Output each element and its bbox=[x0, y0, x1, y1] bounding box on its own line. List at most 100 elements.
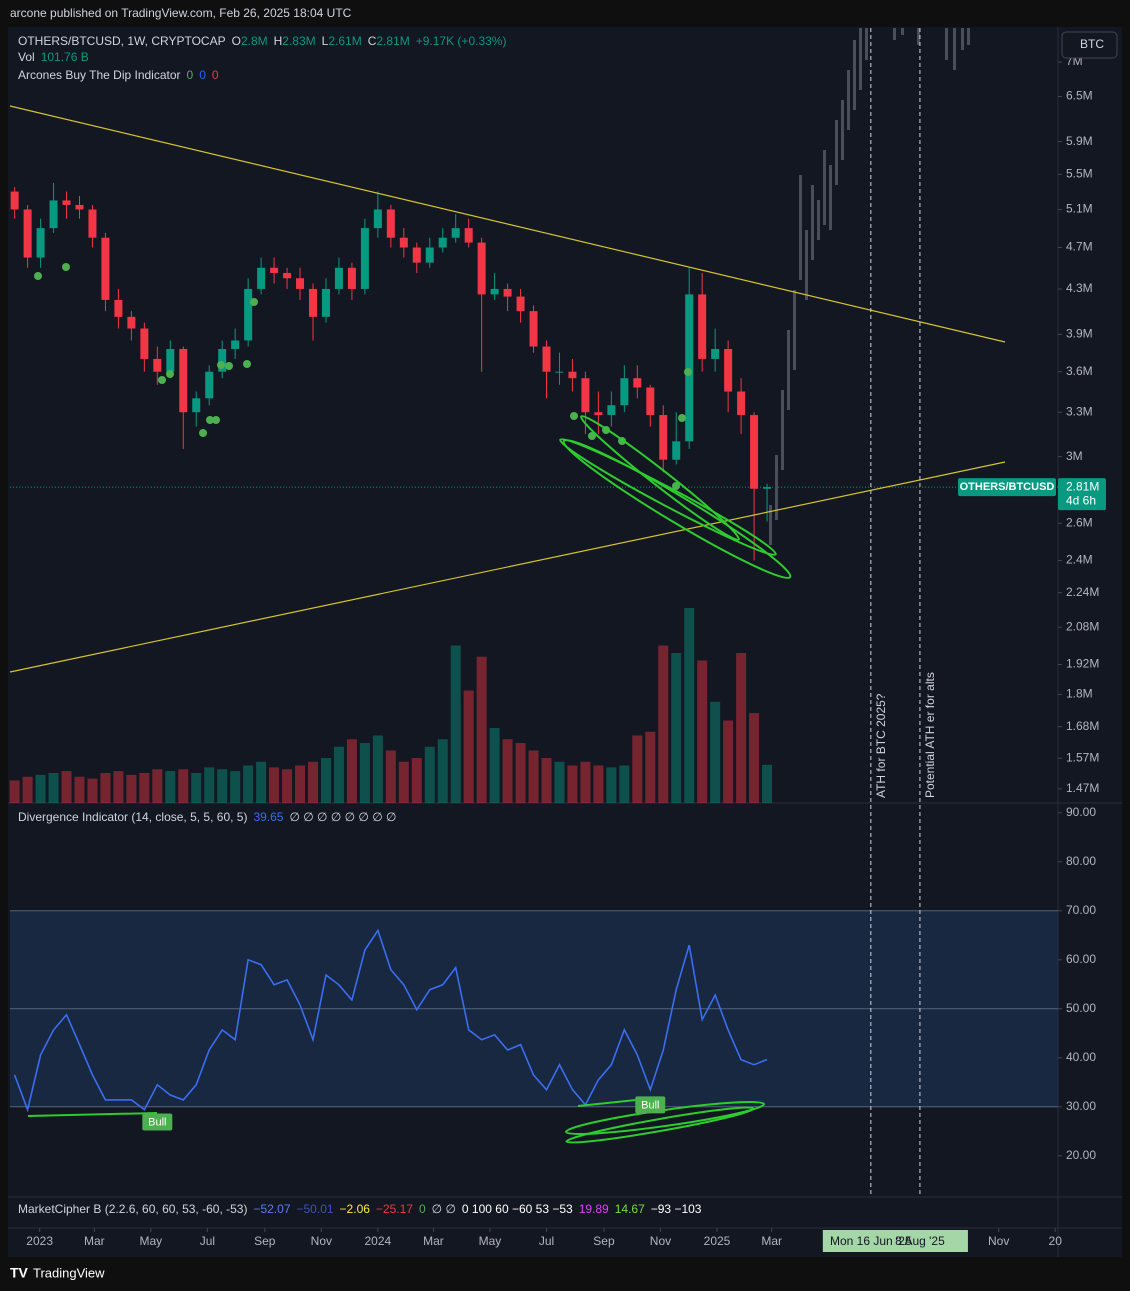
candle-body bbox=[283, 272, 292, 279]
y-tick-label: 5.5M bbox=[1066, 166, 1093, 180]
brand: TradingView bbox=[33, 1265, 105, 1280]
y-tick-label: 2.08M bbox=[1066, 619, 1099, 633]
legend-item: OTHERS/BTCUSD, 1W, CRYPTOCAP bbox=[18, 34, 226, 48]
x-tick-label: 2023 bbox=[26, 1234, 53, 1248]
candle-body bbox=[581, 378, 590, 413]
x-tick-label: Nov bbox=[311, 1234, 332, 1248]
legend-item: −93 −103 bbox=[651, 1202, 702, 1216]
volume-bar bbox=[191, 773, 202, 803]
marker-note: Potential ATH er for alts bbox=[923, 672, 937, 798]
volume-bar bbox=[632, 735, 643, 803]
trend-line bbox=[9, 461, 1006, 673]
x-tick-label: 20 bbox=[1049, 1234, 1063, 1248]
volume-bar bbox=[320, 758, 331, 803]
candle-body bbox=[503, 288, 512, 297]
candle-body bbox=[438, 237, 447, 248]
candle-body bbox=[101, 237, 110, 300]
signal-label: Bull bbox=[148, 1116, 166, 1128]
candle-body bbox=[620, 378, 629, 406]
candle-body bbox=[633, 378, 642, 388]
y-tick-label: 2.4M bbox=[1066, 553, 1093, 567]
y-tick-label: 6.5M bbox=[1066, 89, 1093, 103]
y-tick-label: 3.6M bbox=[1066, 364, 1093, 378]
y-tick-label: 5.1M bbox=[1066, 202, 1093, 216]
candle-body bbox=[360, 228, 369, 289]
candle-body bbox=[153, 358, 162, 372]
volume-bar bbox=[217, 769, 228, 803]
candle-body bbox=[205, 371, 214, 399]
volume-bar bbox=[9, 780, 20, 803]
candle-body bbox=[516, 296, 525, 312]
candle-body bbox=[412, 247, 421, 263]
candle-body bbox=[672, 441, 681, 460]
volume-bar bbox=[230, 771, 241, 803]
signal-badge bbox=[142, 1113, 173, 1131]
volume-bar bbox=[308, 761, 319, 803]
volume-bar bbox=[606, 767, 617, 803]
y-tick-label: 1.8M bbox=[1066, 687, 1093, 701]
volume-bar bbox=[269, 767, 280, 803]
y-tick-label: 3.9M bbox=[1066, 327, 1093, 341]
y-tick-label: 60.00 bbox=[1066, 952, 1096, 966]
legend-item: −25.17 bbox=[376, 1202, 413, 1216]
volume-bar bbox=[152, 769, 163, 803]
volume-bar bbox=[346, 739, 357, 803]
volume-bar bbox=[22, 776, 33, 803]
y-tick-label: 20.00 bbox=[1066, 1148, 1096, 1162]
y-tick-label: 2.24M bbox=[1066, 585, 1099, 599]
candle-body bbox=[594, 412, 603, 416]
date-highlight bbox=[822, 1230, 968, 1252]
volume-bar bbox=[256, 761, 267, 803]
legend-item: 0 bbox=[419, 1202, 426, 1216]
volume-bar bbox=[295, 765, 306, 803]
marketcipher-legend: MarketCipher B (2.2.6, 60, 60, 53, -60, … bbox=[18, 1202, 702, 1216]
x-tick-label: Nov bbox=[988, 1234, 1009, 1248]
legend-item: 0 100 60 −60 53 −53 bbox=[462, 1202, 573, 1216]
volume-bar bbox=[411, 758, 422, 803]
publish-line: arcone published on TradingView.com, Feb… bbox=[10, 6, 352, 20]
x-tick-label: Sep bbox=[593, 1234, 615, 1248]
legend-item: MarketCipher B (2.2.6, 60, 60, 53, -60, … bbox=[18, 1202, 247, 1216]
currency-button-label[interactable]: BTC bbox=[1080, 37, 1104, 51]
candle-body bbox=[166, 348, 175, 372]
legend-item: Vol bbox=[18, 50, 35, 64]
volume-bar bbox=[178, 769, 189, 803]
y-tick-label: 90.00 bbox=[1066, 805, 1096, 819]
volume-bar bbox=[749, 713, 760, 803]
volume-bar bbox=[580, 761, 591, 803]
legend-item: ∅ ∅ ∅ ∅ ∅ ∅ ∅ ∅ bbox=[289, 810, 396, 824]
legend-item: −50.01 bbox=[297, 1202, 334, 1216]
projected-bars bbox=[769, 28, 970, 545]
candle-body bbox=[140, 328, 149, 359]
volume-bar bbox=[489, 728, 500, 803]
volume-bar bbox=[398, 761, 409, 803]
candle-body bbox=[257, 267, 266, 289]
candle-body bbox=[88, 209, 97, 238]
volume-bar bbox=[697, 660, 708, 803]
volume-bar bbox=[736, 653, 747, 803]
legend-item: C bbox=[368, 34, 377, 48]
candle-body bbox=[698, 294, 707, 359]
currency-button[interactable] bbox=[1061, 31, 1118, 59]
legend-item: 2.83M bbox=[282, 34, 315, 48]
x-tick-label: Mar bbox=[84, 1234, 105, 1248]
legend-item: 101.76 B bbox=[41, 50, 89, 64]
volume-bar bbox=[684, 608, 695, 803]
candle-body bbox=[179, 348, 188, 413]
price-badge bbox=[1058, 478, 1106, 511]
volume-bar bbox=[126, 774, 137, 803]
price-countdown: 4d 6h bbox=[1066, 493, 1096, 507]
y-tick-label: 80.00 bbox=[1066, 854, 1096, 868]
symbol-badge-label: OTHERS/BTCUSD bbox=[960, 481, 1055, 493]
signal-badge bbox=[635, 1096, 666, 1114]
candle-body bbox=[309, 288, 318, 317]
x-tick-label: 2024 bbox=[365, 1234, 392, 1248]
candle-body bbox=[490, 288, 499, 295]
buy-signal-dots bbox=[34, 263, 692, 490]
volume-bar bbox=[658, 645, 669, 803]
legend-item: ∅ ∅ bbox=[432, 1202, 456, 1216]
volume-legend: Vol 101.76 B bbox=[18, 50, 89, 64]
volume-bar bbox=[165, 771, 176, 803]
marker-note: ATH for BTC 2025? bbox=[874, 693, 888, 798]
